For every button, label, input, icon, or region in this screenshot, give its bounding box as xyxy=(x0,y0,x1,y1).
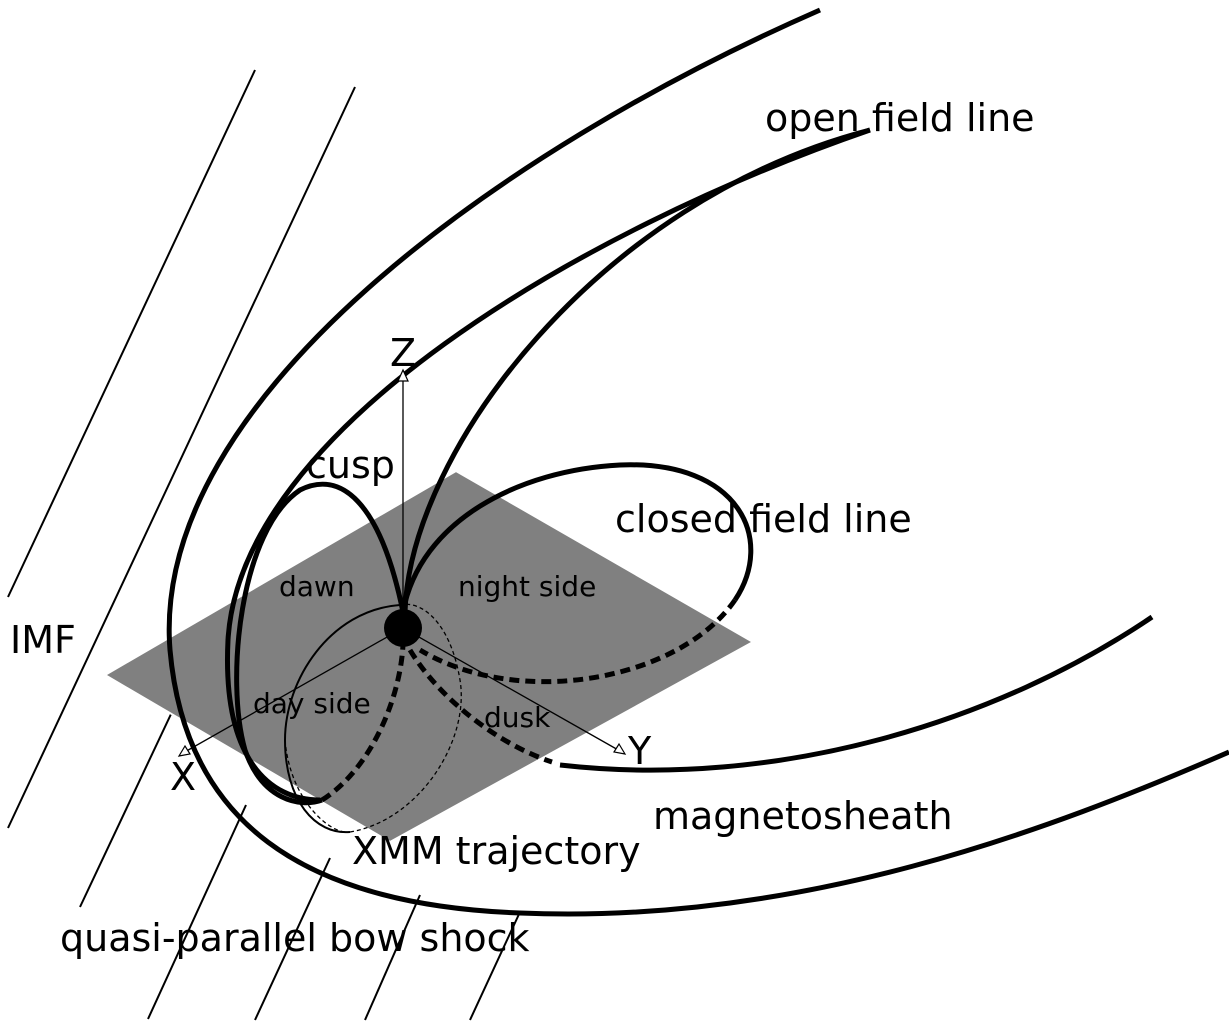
axis-label: X xyxy=(170,755,196,799)
open-field-line xyxy=(402,127,871,613)
label: night side xyxy=(458,570,596,603)
xmm-trajectory xyxy=(283,604,401,834)
closed-field-line xyxy=(400,462,754,613)
label: cusp xyxy=(306,443,395,487)
axes xyxy=(177,368,627,757)
imf-lines xyxy=(7,69,521,1021)
label: open field line xyxy=(765,96,1035,140)
axis-label: Z xyxy=(390,331,416,375)
label: dawn xyxy=(279,570,355,603)
xmm-trajectory-dotted xyxy=(284,739,351,833)
label: closed field line xyxy=(615,497,912,541)
equatorial-plane xyxy=(103,469,756,844)
closed-field-line-hidden xyxy=(418,598,738,685)
label: day side xyxy=(253,687,371,720)
cusp-loop-hidden xyxy=(320,644,406,803)
dusk-field-line xyxy=(407,648,553,765)
bow-shock xyxy=(166,7,1229,917)
label: quasi-parallel bow shock xyxy=(60,916,530,960)
axis-label: Y xyxy=(627,729,652,773)
label: dusk xyxy=(484,701,551,734)
label: XMM trajectory xyxy=(352,829,641,873)
label: IMF xyxy=(10,618,76,662)
label: magnetosheath xyxy=(653,794,953,838)
magnetopause-lower xyxy=(559,614,1154,773)
cusp-loop xyxy=(234,481,406,806)
earth xyxy=(384,609,422,647)
